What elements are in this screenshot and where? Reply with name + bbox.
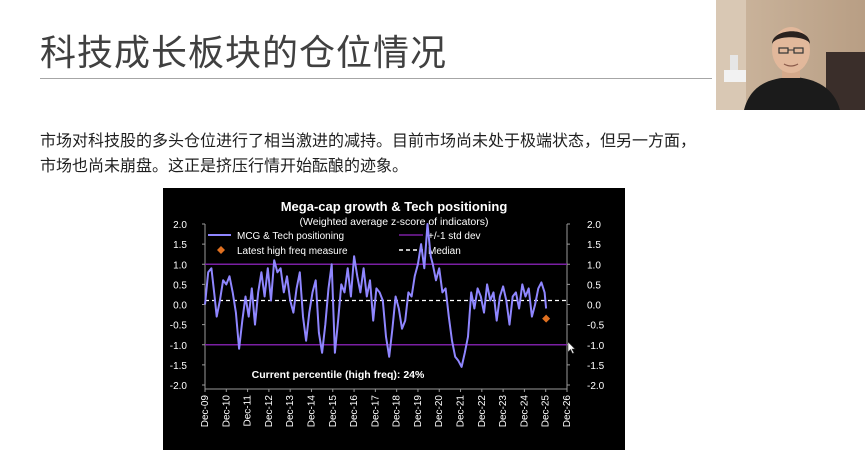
series-line-0	[204, 223, 548, 368]
legend-latest-marker	[217, 246, 225, 254]
y-tick-right: -2.0	[587, 381, 605, 392]
legend-median-label: Median	[428, 246, 461, 257]
x-tick-label: Dec-21	[456, 395, 467, 428]
y-tick-right: -0.5	[587, 321, 605, 332]
x-tick-label: Dec-15	[328, 395, 339, 428]
paragraph-line-1: 市场对科技股的多头仓位进行了相当激进的减持。目前市场尚未处于极端状态，但另一方面…	[40, 131, 697, 150]
x-tick-label: Dec-25	[541, 395, 552, 428]
paragraph-line-2: 市场也尚未崩盘。这正是挤压行情开始酝酿的迹象。	[40, 156, 409, 175]
x-tick-label: Dec-09	[200, 395, 211, 428]
y-tick-right: 0.0	[587, 301, 601, 312]
x-tick-label: Dec-18	[392, 395, 403, 428]
y-tick-left: -1.5	[170, 361, 188, 372]
y-tick-left: 1.0	[173, 260, 187, 271]
chart-annotation: Current percentile (high freq): 24%	[252, 369, 425, 381]
x-tick-label: Dec-19	[413, 395, 424, 428]
y-tick-left: -0.5	[170, 321, 188, 332]
chart-subtitle: (Weighted average z-score of indicators)	[300, 216, 489, 228]
x-tick-label: Dec-14	[306, 395, 317, 428]
title-divider	[40, 78, 712, 79]
positioning-chart: Mega-cap growth & Tech positioning (Weig…	[170, 199, 605, 427]
y-tick-right: -1.0	[587, 341, 605, 352]
y-tick-left: -2.0	[170, 381, 188, 392]
slide-title: 科技成长板块的仓位情况	[40, 33, 448, 74]
x-tick-label: Dec-24	[519, 395, 530, 428]
slide-paragraph: 市场对科技股的多头仓位进行了相当激进的减持。目前市场尚未处于极端状态，但另一方面…	[40, 128, 696, 178]
legend-latest-label: Latest high freq measure	[237, 246, 348, 257]
chart-title: Mega-cap growth & Tech positioning	[281, 199, 508, 214]
x-tick-label: Dec-22	[477, 395, 488, 428]
x-tick-label: Dec-17	[370, 395, 381, 428]
y-tick-left: 2.0	[173, 220, 187, 231]
presenter-webcam	[716, 0, 865, 110]
y-tick-left: 0.0	[173, 301, 187, 312]
webcam-image	[716, 0, 865, 110]
y-tick-left: -1.0	[170, 341, 188, 352]
x-tick-label: Dec-16	[349, 395, 360, 428]
mouse-cursor	[567, 339, 576, 358]
y-tick-right: 1.0	[587, 260, 601, 271]
y-tick-left: 0.5	[173, 280, 187, 291]
x-tick-label: Dec-23	[498, 395, 509, 428]
y-tick-right: 1.5	[587, 240, 601, 251]
chart-panel: Mega-cap growth & Tech positioning (Weig…	[163, 188, 625, 450]
x-tick-label: Dec-26	[562, 395, 573, 428]
x-tick-label: Dec-20	[434, 395, 445, 428]
x-tick-label: Dec-11	[243, 395, 254, 427]
y-tick-right: 2.0	[587, 220, 601, 231]
legend-series-label: MCG & Tech positioning	[237, 231, 344, 242]
y-tick-left: 1.5	[173, 240, 187, 251]
y-tick-right: 0.5	[587, 280, 601, 291]
y-tick-right: -1.5	[587, 361, 605, 372]
x-tick-label: Dec-12	[264, 395, 275, 428]
latest-marker	[542, 314, 551, 323]
chart-legend: MCG & Tech positioning +/-1 std dev Late…	[208, 231, 481, 257]
plot-area: 2.0 1.5 1.0 0.5 0.0 -0.5 -1.0 -1.5 -2.0 2.0 1.5 1.0…	[170, 220, 605, 427]
x-tick-label: Dec-13	[285, 395, 296, 428]
x-tick-label: Dec-10	[221, 395, 232, 428]
legend-std-label: +/-1 std dev	[428, 231, 481, 242]
